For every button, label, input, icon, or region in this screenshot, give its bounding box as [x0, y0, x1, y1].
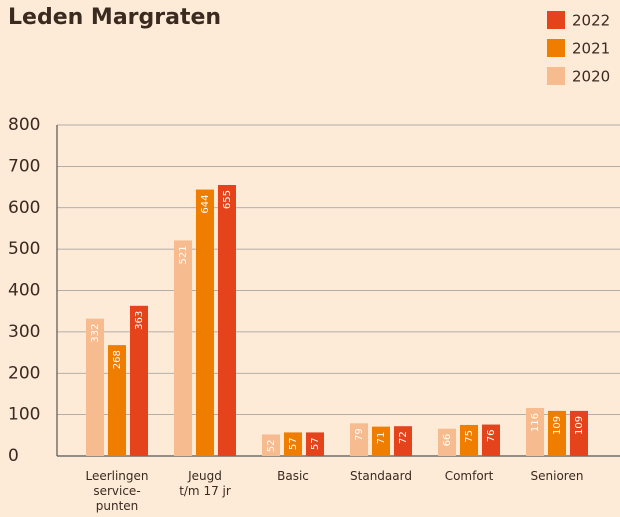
x-tick-label: Leerlingen service-punten: [85, 469, 148, 513]
bar: [196, 189, 214, 457]
data-label: 268: [112, 350, 123, 369]
bar: [86, 318, 104, 456]
y-tick-label: 200: [8, 363, 40, 383]
x-tick-label: Jeugd t/m 17 jr: [179, 469, 231, 498]
data-label: 57: [288, 437, 299, 450]
data-label: 75: [464, 430, 475, 443]
bar: [350, 423, 368, 456]
data-label: 109: [574, 416, 585, 435]
bar: [482, 424, 500, 456]
y-tick-label: 500: [8, 239, 40, 259]
bar: [526, 408, 544, 456]
bar: [306, 432, 324, 456]
bar: [570, 410, 588, 456]
bar: [372, 426, 390, 456]
x-tick-label: Senioren: [531, 469, 584, 483]
bar: [174, 240, 192, 456]
x-tick-label: Comfort: [445, 469, 494, 483]
data-label: 71: [376, 432, 387, 445]
bar: [394, 426, 412, 456]
data-label: 66: [442, 434, 453, 447]
y-tick-label: 100: [8, 405, 40, 425]
y-tick-label: 300: [8, 322, 40, 342]
y-tick-label: 800: [8, 115, 40, 135]
data-label: 72: [398, 431, 409, 444]
y-tick-label: 0: [8, 446, 19, 466]
y-tick-label: 400: [8, 281, 40, 301]
y-tick-label: 700: [8, 156, 40, 176]
data-label: 57: [310, 437, 321, 450]
legend-label: 2022: [572, 12, 610, 30]
x-tick-label: Standaard: [350, 469, 412, 483]
data-label: 363: [134, 311, 145, 330]
legend-swatch: [547, 67, 565, 85]
x-tick-label: Basic: [277, 469, 309, 483]
bar: [262, 434, 280, 456]
legend-label: 2020: [572, 68, 610, 86]
data-label: 79: [354, 428, 365, 441]
bar: [548, 410, 566, 456]
bar: [218, 184, 236, 456]
legend-swatch: [547, 39, 565, 57]
bar: [460, 424, 478, 456]
data-label: 76: [486, 430, 497, 443]
data-label: 116: [530, 413, 541, 432]
chart-title: Leden Margraten: [8, 5, 221, 30]
data-label: 655: [222, 190, 233, 209]
bar: [108, 345, 126, 456]
data-label: 644: [200, 195, 211, 214]
data-label: 52: [266, 439, 277, 452]
bar: [438, 428, 456, 456]
data-label: 109: [552, 416, 563, 435]
y-tick-label: 600: [8, 198, 40, 218]
legend-swatch: [547, 11, 565, 29]
bar: [130, 305, 148, 456]
legend-label: 2021: [572, 40, 610, 58]
data-label: 521: [178, 245, 189, 264]
bar: [284, 432, 302, 456]
data-label: 332: [90, 324, 101, 343]
